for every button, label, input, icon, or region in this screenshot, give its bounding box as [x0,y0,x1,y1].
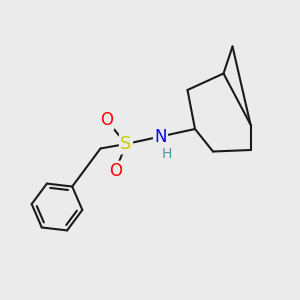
Text: N: N [154,128,167,146]
Text: S: S [120,135,132,153]
Text: O: O [100,111,113,129]
Text: O: O [109,162,122,180]
Text: H: H [161,148,172,161]
